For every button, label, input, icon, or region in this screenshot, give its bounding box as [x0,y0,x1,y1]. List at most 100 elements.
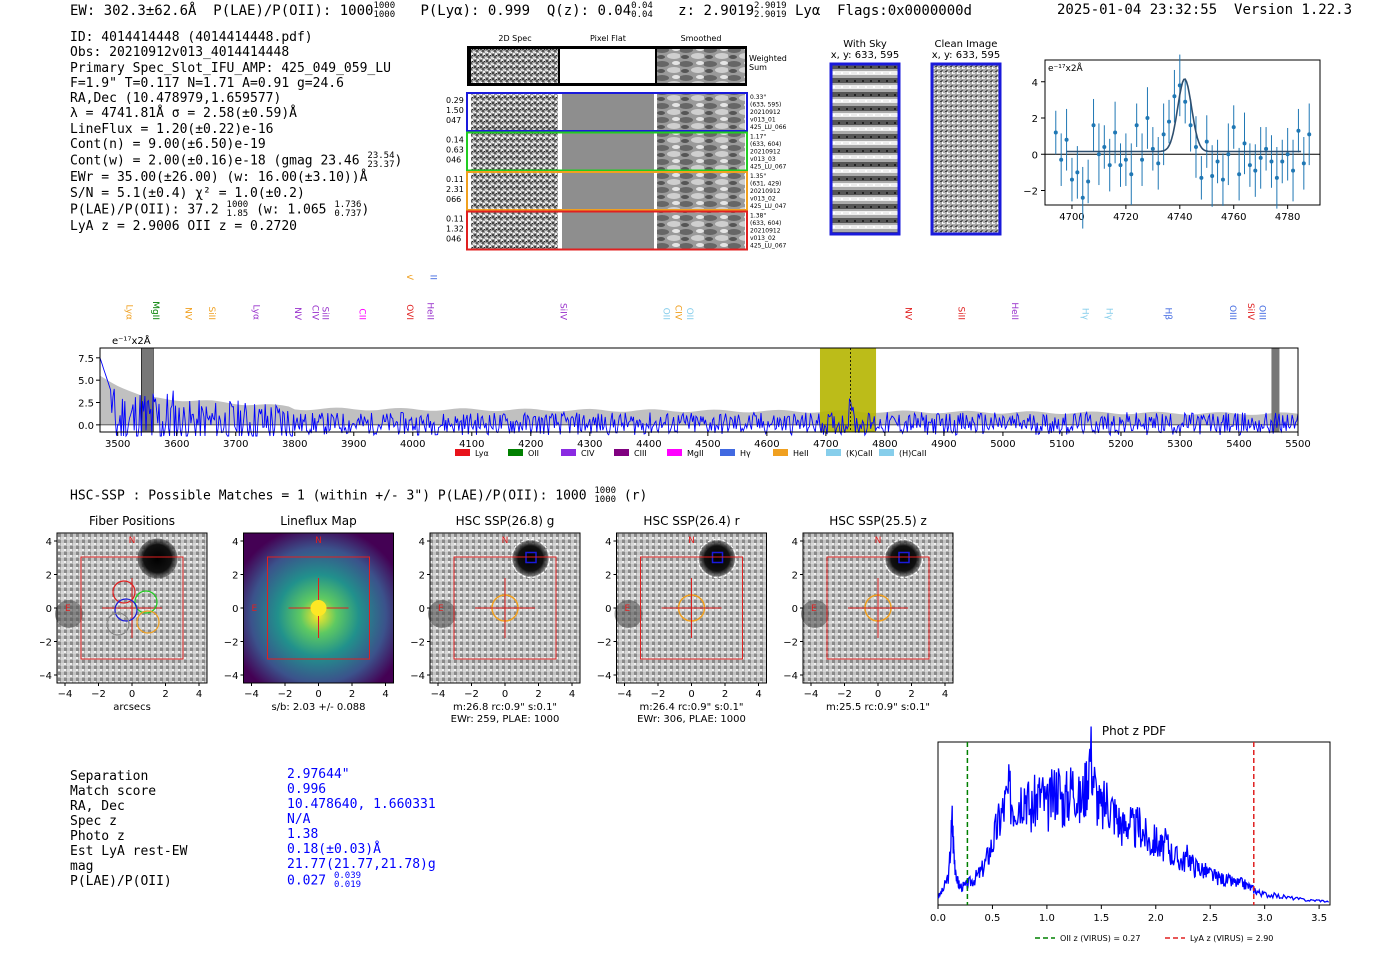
gauss-point [1226,152,1231,157]
gauss-xtick-label: 4700 [1059,212,1084,223]
cutout-left-label: 046 [446,235,461,244]
fiber-circle [134,590,158,614]
cutout-left-label: 2.31 [446,185,464,194]
spectrum-line-marker: HeII [1009,302,1019,320]
info-contw-lo: 23.37 [367,160,395,171]
cutout-right-label: v013_02 [750,235,776,242]
clean-image-xy: x, y: 633, 595 [932,50,1001,61]
info-plae-lo: 1.85 [226,208,249,219]
panel-xtick-label: −2 [91,689,106,700]
hsc-summary-tail: (r) [623,488,648,504]
info-contw-hi: 23.54 [367,151,395,162]
with-sky-image [829,62,901,236]
cutout-2d [471,94,558,130]
spectrum-xtick-label: 4200 [518,439,543,450]
gauss-point [1123,157,1128,162]
gauss-xtick-label: 4760 [1221,212,1246,223]
header-plae-lo: 1000 [373,10,396,20]
spectrum-ytick-label: 0.0 [78,421,94,432]
cutout-smoothed [657,173,745,209]
gauss-point [1242,141,1247,146]
gauss-point [1301,161,1306,166]
col-pixel-flat: Pixel Flat [590,34,626,43]
legend-swatch [508,449,523,456]
info-lineflux: LineFlux = 1.20(±0.22)e-16 [70,121,274,137]
spectrum-xtick-label: 3600 [164,439,189,450]
panel-xtick-label: −4 [244,689,259,700]
spectrum-ytick-label: 5.0 [78,376,94,387]
east-label: E [65,604,71,614]
panel-ytick-label: 4 [792,537,798,548]
with-sky-xy: x, y: 633, 595 [831,50,900,61]
lineflux-peak [310,600,327,616]
gauss-point [1210,174,1215,178]
spectrum-line-marker: OIII [1257,305,1267,320]
spectrum-xtick-label: 3800 [282,439,307,450]
cutout-left-label: 0.63 [446,146,464,155]
panel-ytick-label: 0 [232,604,238,615]
spectrum-fit-window [819,348,877,432]
spectrum-xtick-label: 5500 [1285,439,1310,450]
north-label: N [688,536,695,546]
header-z-hi: 2.9019 [754,1,787,11]
gauss-ytick-label: 0 [1032,150,1038,161]
gauss-point [1253,168,1258,173]
panel-caption: s/b: 2.03 +/- 0.088 [271,702,365,713]
gauss-point [1134,123,1139,128]
cutout-left-label: 066 [446,195,461,204]
photz-title: Phot z PDF [1102,724,1166,738]
weighted-label: Weighted [749,54,787,63]
hsc-panel: HSC SSP(26.8) g N E 4 2 0 −2 −4 −4 −2 0 2 4 m:26.8 rc… [410,514,581,725]
info-plae-w-hi: 1.736 [334,199,362,210]
spectrum-xtick-label: 4700 [813,439,838,450]
hsc-panel: Lineflux Map N E 4 2 0 −2 −4 −4 −2 0 2 4 s/b: 2.03 +/… [224,514,394,713]
gauss-point [1118,163,1123,168]
cutout-right-label: 425_LU_066 [750,124,787,131]
cutout-right-label: 425_LU_047 [750,203,787,210]
gauss-ylabel: e⁻¹⁷x2Å [1048,62,1084,74]
cutout-right-label: 425_LU_067 [750,164,787,171]
panel-xtick-label: −2 [837,689,852,700]
panel-xtick-label: −4 [804,689,819,700]
gauss-point [1059,157,1064,162]
panel-ytick-label: −4 [783,671,798,682]
panel-caption: arcsecs [113,702,151,713]
panel-title: Lineflux Map [280,514,356,528]
header-plae: P(LAE)/P(OII): 1000 [213,3,374,19]
header-qz-lo: 0.04 [631,10,653,20]
cutout-row-frame [466,92,748,132]
match-label: Separation [70,769,149,784]
panel-title: HSC SSP(25.5) z [829,514,927,528]
legend-label: HeII [793,449,809,458]
spectrum-xtick-label: 5200 [1108,439,1133,450]
gauss-point [1096,152,1101,157]
panel-ytick-label: 4 [419,537,425,548]
spectrum-line-marker: NV [292,307,302,321]
match-label: P(LAE)/P(OII) [70,874,172,889]
spectrum-xtick-label: 4100 [459,439,484,450]
legend-label: (H)CaII [899,449,926,458]
panel-caption: m:26.8 rc:0.9" s:0.1" [453,702,557,713]
gauss-point [1296,128,1301,133]
col-smoothed: Smoothed [681,34,722,43]
cutout-smoothed [657,94,745,130]
legend-swatch [561,449,576,456]
header-right: 2025-01-04 23:32:55 Version 1.22.3 [1057,2,1352,18]
bright-source [699,540,735,577]
panel-ytick-label: −2 [597,638,612,649]
info-lyaz: LyA z = 2.9006 OII z = 0.2720 [70,218,297,234]
fiber-circle [106,612,130,636]
gauss-point [1167,119,1172,124]
hsc-summary: HSC-SSP : Possible Matches = 1 (within +… [70,487,647,505]
panel-ytick-label: 4 [605,537,611,548]
cutout-left-label: 1.50 [446,106,464,115]
full-spectrum-chart: e⁻¹⁷x2Å 7.5 5.0 2.5 0.0 3500 3600 3700 3800 3900 4… [78,275,1311,458]
panel-ytick-label: 0 [46,604,52,615]
cutout-right-label: 20210912 [750,188,781,195]
legend-label: MgII [687,449,704,458]
spectrum-xtick-label: 5100 [1049,439,1074,450]
gaussian-fit-chart: e⁻¹⁷x2Å 4700 4720 4740 4760 4780 4 2 0 −2 [1023,54,1321,229]
gauss-point [1193,145,1198,149]
hsc-summary-lo: 1000 [594,495,617,505]
